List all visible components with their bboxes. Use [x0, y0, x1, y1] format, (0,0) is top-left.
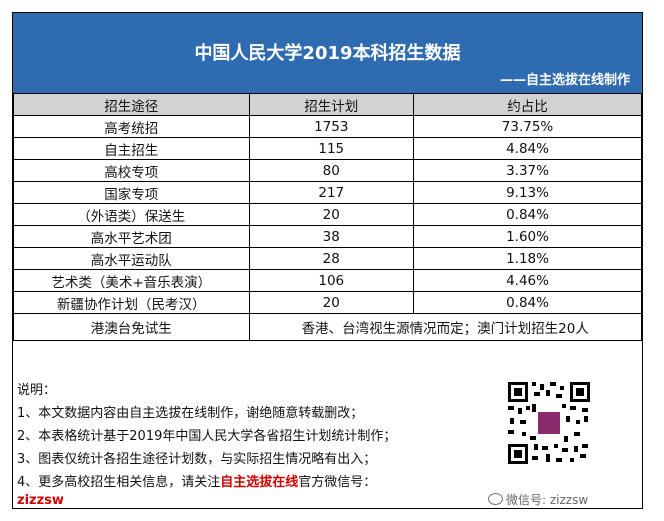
admissions-table: 招生途径 招生计划 约占比 高考统招 1753 73.75% 自主招生 115 …: [13, 93, 642, 341]
note-item-4: 4、更多高校招生相关信息，请关注自主选拔在线官方微信号：: [17, 471, 376, 490]
table-row: 国家专项 217 9.13%: [13, 181, 642, 204]
notes-section: 说明： 1、本文数据内容由自主选拔在线制作，谢绝随意转载删改； 2、本表格统计基…: [13, 373, 642, 510]
ratio-cell: 0.84%: [413, 291, 642, 314]
table-row: 高考统招 1753 73.75%: [13, 115, 642, 138]
wechat-watermark: 微信号: zizzsw: [488, 491, 588, 508]
ratio-cell: 1.18%: [413, 247, 642, 270]
ratio-cell: 1.60%: [413, 225, 642, 248]
table-row: 高水平运动队 28 1.18%: [13, 247, 642, 270]
header-banner: 中国人民大学2019本科招生数据 ——自主选拔在线制作: [13, 13, 642, 93]
plan-cell: 217: [248, 181, 415, 204]
plan-cell: 20: [248, 203, 415, 226]
table-row: 自主招生 115 4.84%: [13, 137, 642, 160]
route-cell: 高校专项: [13, 159, 250, 182]
column-header-route: 招生途径: [13, 93, 250, 116]
note-item-4-suffix: 官方微信号：: [298, 475, 377, 490]
note-item-4-prefix: 4、更多高校招生相关信息，请关注: [17, 475, 221, 490]
route-cell: 艺术类（美术+音乐表演）: [13, 269, 250, 292]
highlight-account-name: 自主选拔在线: [220, 475, 299, 490]
plan-cell: 115: [248, 137, 415, 160]
note-item: 1、本文数据内容由自主选拔在线制作，谢绝随意转载删改；: [17, 406, 364, 421]
route-cell: 新疆协作计划（民考汉）: [13, 291, 250, 314]
table-row: （外语类）保送生 20 0.84%: [13, 203, 642, 226]
wechat-id: zizzsw: [17, 493, 64, 508]
column-header-plan: 招生计划: [248, 93, 415, 116]
route-cell: 高考统招: [13, 115, 250, 138]
route-cell: 港澳台免试生: [13, 313, 250, 341]
page-title: 中国人民大学2019本科招生数据: [194, 43, 461, 64]
special-note-cell: 香港、台湾视生源情况而定；澳门计划招生20人: [248, 313, 642, 341]
route-cell: 高水平运动队: [13, 247, 250, 270]
plan-cell: 20: [248, 291, 415, 314]
ratio-cell: 4.46%: [413, 269, 642, 292]
plan-cell: 38: [248, 225, 415, 248]
route-cell: 国家专项: [13, 181, 250, 204]
special-row: 港澳台免试生 香港、台湾视生源情况而定；澳门计划招生20人: [13, 313, 642, 341]
table-row: 新疆协作计划（民考汉） 20 0.84%: [13, 291, 642, 314]
table-row: 高水平艺术团 38 1.60%: [13, 225, 642, 248]
ratio-cell: 3.37%: [413, 159, 642, 182]
table-row: 高校专项 80 3.37%: [13, 159, 642, 182]
notes-heading: 说明：: [17, 383, 57, 398]
plan-cell: 28: [248, 247, 415, 270]
table-row: 艺术类（美术+音乐表演） 106 4.46%: [13, 269, 642, 292]
qr-code-icon: [506, 380, 592, 466]
route-cell: 自主招生: [13, 137, 250, 160]
admissions-panel: 中国人民大学2019本科招生数据 ——自主选拔在线制作 招生途径 招生计划 约占…: [12, 12, 643, 509]
route-cell: （外语类）保送生: [13, 203, 250, 226]
route-cell: 高水平艺术团: [13, 225, 250, 248]
column-header-ratio: 约占比: [413, 93, 642, 116]
table-header-row: 招生途径 招生计划 约占比: [13, 93, 642, 116]
credit-line: ——自主选拔在线制作: [499, 73, 630, 88]
ratio-cell: 0.84%: [413, 203, 642, 226]
plan-cell: 80: [248, 159, 415, 182]
ratio-cell: 4.84%: [413, 137, 642, 160]
note-item: 3、图表仅统计各招生途径计划数，与实际招生情况略有出入；: [17, 452, 377, 467]
ratio-cell: 73.75%: [413, 115, 642, 138]
plan-cell: 106: [248, 269, 415, 292]
note-item: 2、本表格统计基于2019年中国人民大学各省招生计划统计制作；: [17, 429, 397, 444]
watermark-text: 微信号: zizzsw: [506, 493, 589, 507]
plan-cell: 1753: [248, 115, 415, 138]
ratio-cell: 9.13%: [413, 181, 642, 204]
wechat-icon: [488, 493, 503, 505]
